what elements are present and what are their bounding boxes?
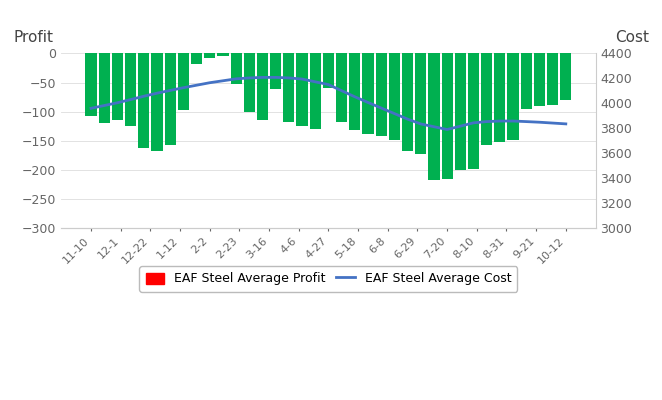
Bar — [534, 54, 545, 106]
Text: Profit: Profit — [13, 30, 53, 45]
Bar — [85, 54, 97, 116]
Bar — [125, 54, 136, 126]
Bar — [442, 54, 453, 178]
Bar — [217, 54, 228, 56]
Bar — [415, 54, 426, 154]
Bar — [560, 54, 571, 100]
Text: Cost: Cost — [615, 30, 649, 45]
Bar — [389, 54, 400, 140]
Bar — [375, 54, 387, 136]
Bar — [99, 54, 110, 123]
Bar — [547, 54, 558, 105]
Bar — [152, 54, 163, 151]
Bar — [402, 54, 413, 151]
Bar — [310, 54, 321, 129]
Bar — [336, 54, 348, 122]
Bar — [244, 54, 255, 112]
Bar — [349, 54, 360, 130]
Bar — [468, 54, 479, 169]
Bar — [455, 54, 466, 170]
Bar — [204, 54, 215, 58]
Bar — [481, 54, 493, 145]
Legend: EAF Steel Average Profit, EAF Steel Average Cost: EAF Steel Average Profit, EAF Steel Aver… — [140, 266, 518, 292]
Bar — [178, 54, 189, 110]
Bar — [138, 54, 150, 148]
Bar — [112, 54, 123, 120]
Bar — [165, 54, 176, 145]
Bar — [283, 54, 295, 122]
Bar — [230, 54, 242, 84]
Bar — [297, 54, 308, 126]
Bar — [428, 54, 440, 180]
Bar — [520, 54, 532, 109]
Bar — [508, 54, 518, 140]
Bar — [323, 54, 334, 88]
Bar — [270, 54, 281, 90]
Bar — [362, 54, 373, 134]
Bar — [191, 54, 202, 64]
Bar — [495, 54, 506, 142]
Bar — [257, 54, 268, 120]
